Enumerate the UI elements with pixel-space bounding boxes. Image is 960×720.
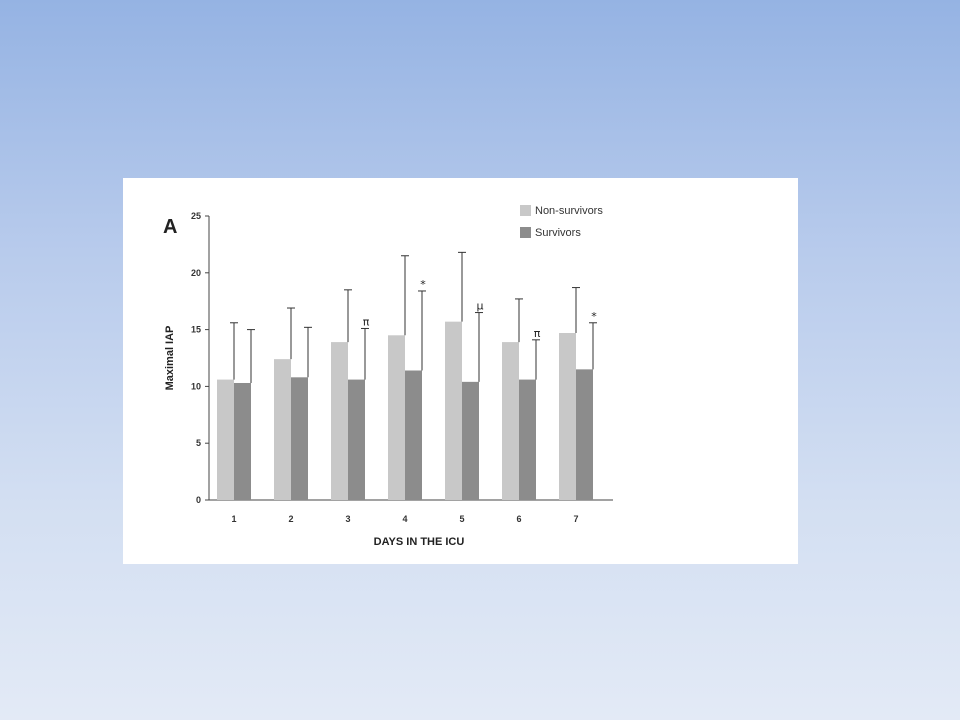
y-tick-label: 25: [191, 211, 201, 221]
x-axis-title: DAYS IN THE ICU: [374, 536, 465, 548]
x-tick-label: 2: [288, 514, 293, 524]
significance-marker: *: [420, 278, 426, 291]
x-tick-label: 3: [345, 514, 350, 524]
plot-area: 0 5 10 15 20 25 1 2 π 3 * 4 µ 5 π 6 * 7: [191, 211, 613, 524]
legend-swatch: [520, 205, 531, 216]
bar: [519, 379, 536, 500]
x-tick-label: 1: [231, 514, 236, 524]
bar: [291, 377, 308, 500]
bar: [405, 370, 422, 500]
y-tick-label: 5: [196, 438, 201, 448]
x-tick-label: 7: [573, 514, 578, 524]
chart-figure: A Maximal IAP DAYS IN THE ICU 0 5 10 15 20 25…: [123, 178, 798, 564]
bar: [331, 342, 348, 500]
x-tick-label: 5: [459, 514, 464, 524]
y-tick-label: 0: [196, 495, 201, 505]
significance-marker: µ: [477, 300, 484, 313]
y-axis-title: Maximal IAP: [164, 326, 176, 391]
legend-label: Survivors: [535, 227, 581, 239]
bar: [502, 342, 519, 500]
x-tick-label: 4: [402, 514, 407, 524]
y-tick-label: 20: [191, 268, 201, 278]
significance-marker: π: [534, 327, 541, 340]
bar: [576, 369, 593, 500]
significance-marker: *: [591, 310, 597, 323]
bar-chart: A Maximal IAP DAYS IN THE ICU 0510152025…: [163, 205, 613, 548]
bar: [234, 382, 251, 500]
panel-label: A: [163, 216, 177, 238]
bar: [445, 321, 462, 500]
y-tick-label: 10: [191, 381, 201, 391]
legend: Non-survivors Survivors: [520, 205, 603, 239]
bar: [274, 359, 291, 500]
bar: [388, 335, 405, 500]
legend-swatch: [520, 227, 531, 238]
bar: [348, 379, 365, 500]
bar: [559, 333, 576, 500]
bar: [217, 379, 234, 500]
y-tick-label: 15: [191, 325, 201, 335]
legend-label: Non-survivors: [535, 205, 603, 217]
bar: [462, 381, 479, 500]
x-tick-label: 6: [516, 514, 521, 524]
significance-marker: π: [363, 315, 370, 328]
